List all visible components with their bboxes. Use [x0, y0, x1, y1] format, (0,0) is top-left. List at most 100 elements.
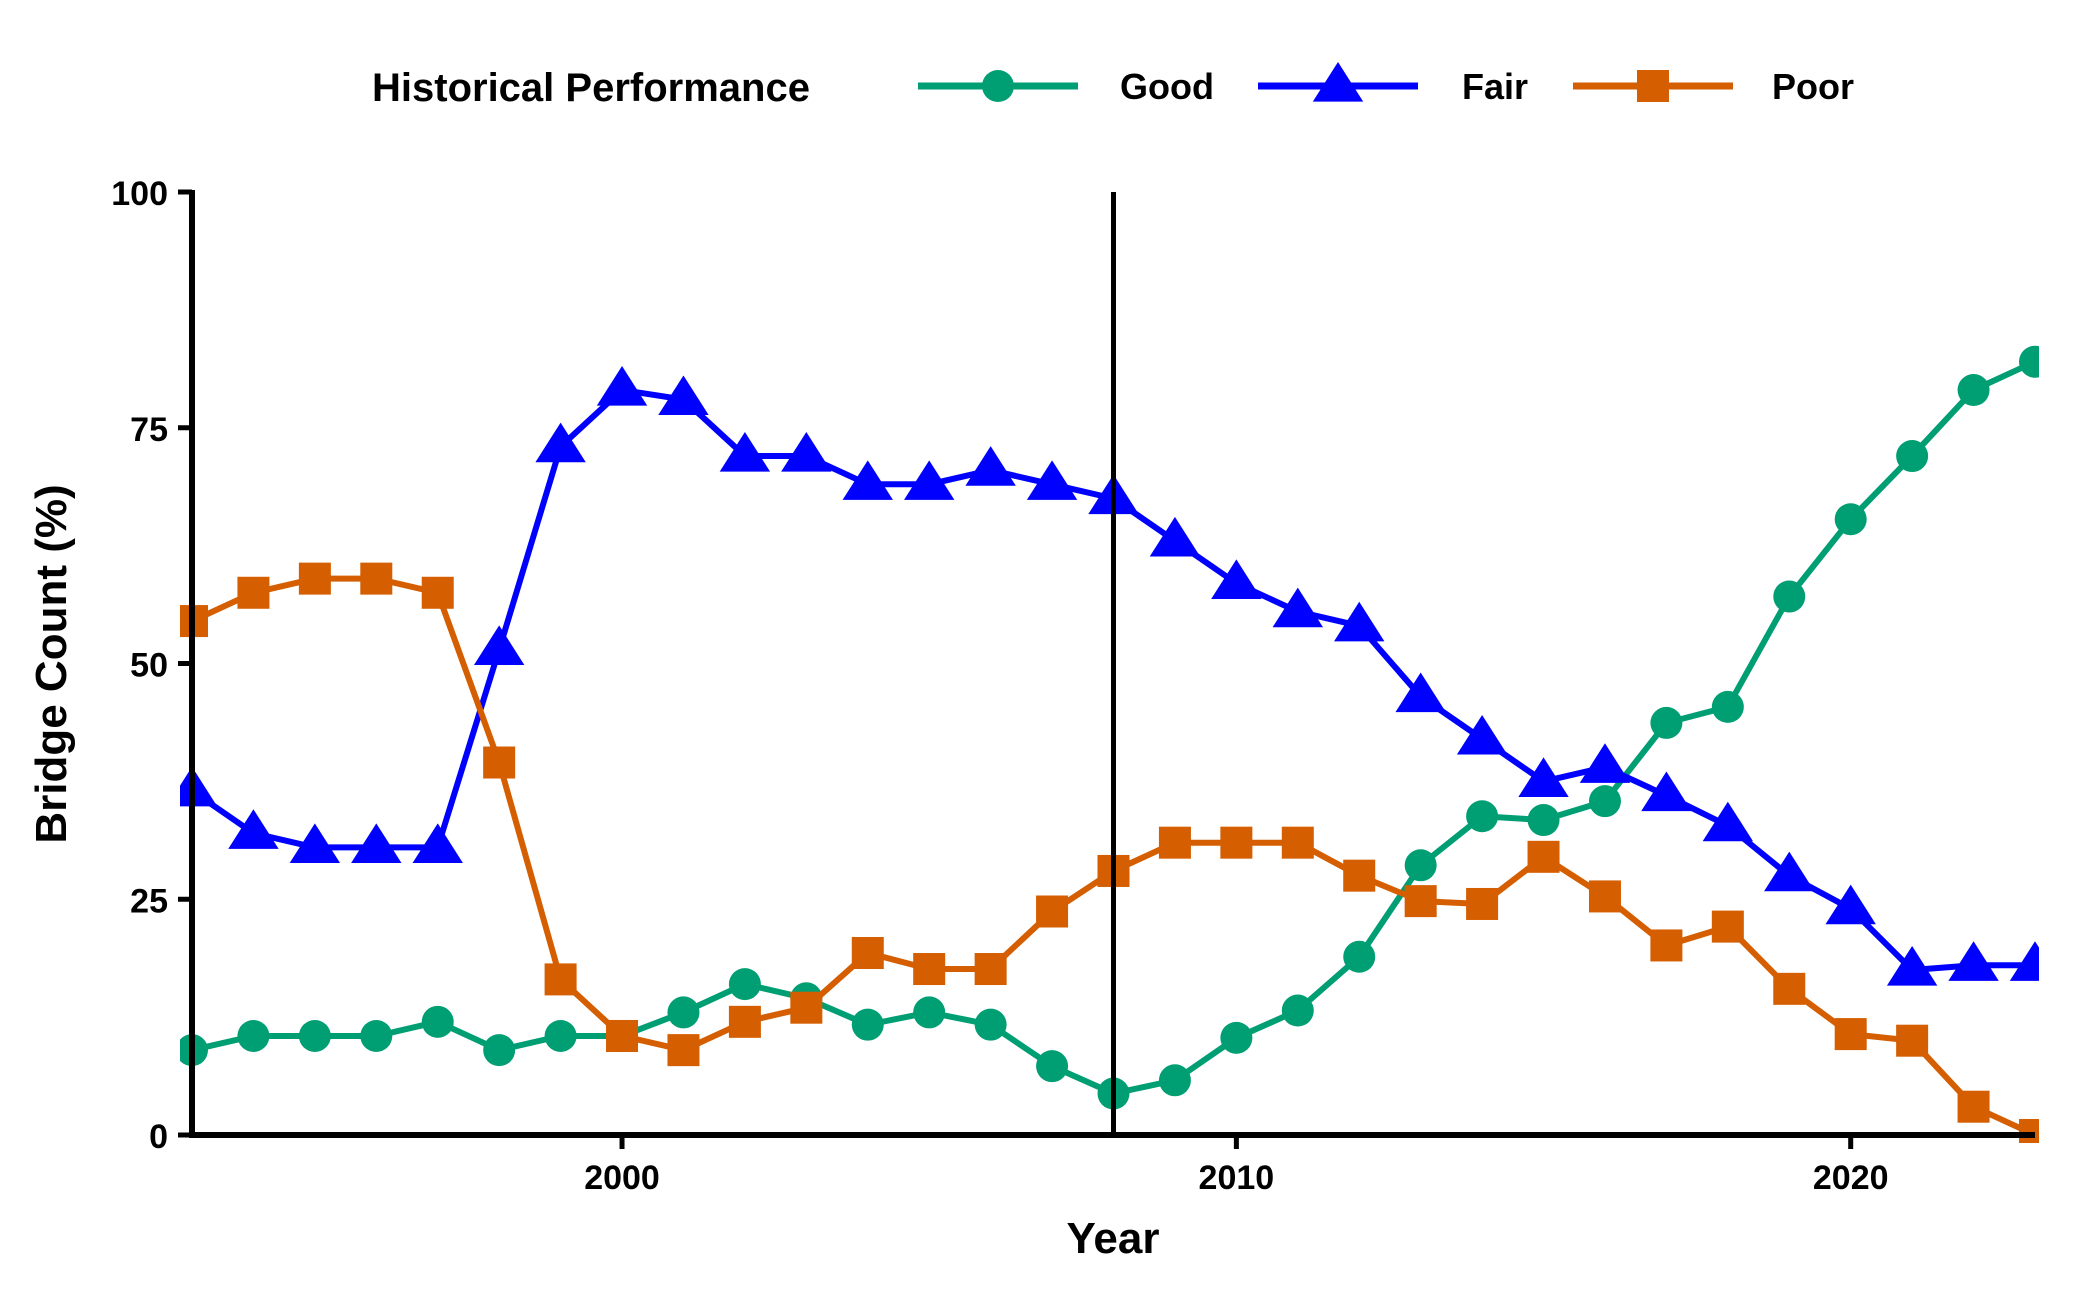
data-point-poor — [1834, 1018, 1867, 1051]
data-point-fair — [1026, 460, 1078, 500]
data-point-poor — [1281, 826, 1314, 859]
data-point-fair — [904, 460, 955, 500]
data-point-good — [1220, 1021, 1253, 1054]
data-point-fair — [1395, 672, 1446, 713]
x-tick-label: 2000 — [584, 1159, 660, 1197]
data-point-good — [728, 968, 761, 1001]
data-point-poor — [421, 576, 454, 609]
data-point-poor — [851, 937, 884, 970]
data-point-poor — [360, 562, 393, 595]
data-point-good — [1773, 580, 1806, 613]
data-point-poor — [790, 991, 823, 1024]
data-point-poor — [544, 963, 577, 996]
data-point-fair — [535, 422, 586, 463]
legend: Historical Performance Good Fair Poor — [372, 62, 1854, 110]
legend-marker-poor — [1637, 70, 1669, 102]
data-point-poor — [298, 562, 331, 595]
data-point-good — [851, 1008, 884, 1041]
data-point-good — [298, 1019, 331, 1052]
data-point-good — [237, 1019, 270, 1052]
data-point-fair — [965, 446, 1016, 486]
legend-item-poor: Poor — [1573, 66, 1854, 107]
y-tick-label: 0 — [149, 1118, 168, 1156]
data-point-fair — [1579, 743, 1631, 783]
data-point-poor — [1957, 1090, 1990, 1123]
data-point-poor — [1588, 880, 1621, 913]
x-axis-label: Year — [1067, 1214, 1160, 1263]
data-point-poor — [1773, 972, 1806, 1005]
data-point-poor — [667, 1034, 700, 1067]
data-point-good — [544, 1019, 577, 1052]
data-point-fair — [842, 460, 893, 500]
data-point-poor — [1527, 840, 1560, 873]
y-tick-label: 50 — [130, 647, 168, 685]
data-point-fair — [658, 375, 709, 416]
data-point-poor — [1220, 826, 1253, 859]
data-point-fair — [289, 823, 341, 863]
data-point-good — [667, 996, 700, 1029]
data-point-poor — [483, 746, 516, 779]
data-point-good — [1036, 1050, 1069, 1083]
data-point-good — [1711, 690, 1744, 723]
x-tick-label: 2020 — [1813, 1159, 1889, 1197]
legend-title: Historical Performance — [372, 66, 810, 110]
data-point-fair — [2009, 941, 2039, 981]
data-point-poor — [1404, 885, 1437, 918]
data-point-good — [421, 1005, 454, 1038]
data-point-fair — [1641, 771, 1692, 812]
series-good — [180, 345, 2039, 1110]
data-point-fair — [1764, 851, 1815, 892]
data-point-fair — [1948, 941, 1999, 981]
data-point-poor — [728, 1005, 761, 1038]
data-point-good — [974, 1008, 1007, 1041]
legend-items: Good Fair Poor — [918, 62, 1854, 107]
data-point-good — [1588, 785, 1621, 818]
legend-item-good: Good — [918, 66, 1214, 107]
data-point-fair — [596, 366, 648, 406]
data-point-fair — [412, 823, 463, 863]
data-point-fair — [1702, 801, 1754, 842]
data-point-fair — [1825, 884, 1876, 925]
data-point-good — [483, 1034, 516, 1067]
data-point-fair — [1272, 587, 1323, 628]
data-point-poor — [237, 576, 270, 609]
data-point-good — [2019, 345, 2039, 378]
data-point-fair — [473, 625, 525, 665]
data-point-good — [1896, 440, 1929, 473]
data-point-poor — [913, 953, 946, 986]
data-point-fair — [1886, 945, 1938, 986]
legend-label-fair: Fair — [1462, 66, 1528, 107]
data-point-good — [1281, 994, 1314, 1027]
data-point-fair — [351, 823, 402, 863]
data-point-good — [913, 996, 946, 1029]
data-point-good — [1834, 503, 1867, 536]
data-point-poor — [606, 1019, 639, 1052]
y-tick-label: 25 — [130, 882, 168, 920]
data-point-fair — [1149, 516, 1201, 557]
legend-marker-fair — [1312, 62, 1364, 102]
y-axis-label: Bridge Count (%) — [27, 484, 76, 843]
data-point-fair — [719, 432, 771, 472]
data-point-fair — [228, 809, 279, 849]
data-point-good — [1466, 800, 1499, 833]
legend-item-fair: Fair — [1258, 62, 1528, 107]
data-point-poor — [1466, 887, 1499, 920]
data-point-poor — [1896, 1024, 1929, 1057]
y-tick-label: 75 — [130, 411, 168, 449]
data-point-fair — [1518, 757, 1569, 797]
y-tick-label: 100 — [111, 175, 168, 213]
legend-label-good: Good — [1120, 66, 1214, 107]
data-point-good — [1343, 940, 1376, 973]
data-point-good — [1527, 804, 1560, 837]
data-point-good — [1957, 374, 1990, 407]
data-point-fair — [1211, 559, 1262, 599]
x-tick-label: 2010 — [1199, 1159, 1275, 1197]
data-point-fair — [1334, 601, 1385, 642]
data-point-poor — [974, 953, 1007, 986]
data-point-poor — [1650, 929, 1683, 962]
data-point-good — [360, 1019, 393, 1052]
data-point-good — [1650, 706, 1683, 739]
data-point-poor — [1711, 910, 1744, 943]
